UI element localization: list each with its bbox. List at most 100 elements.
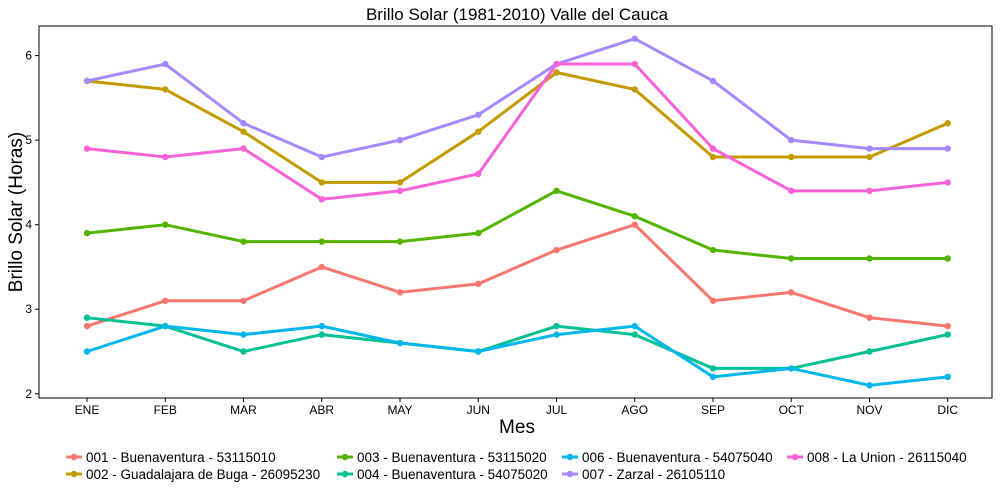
data-point: [709, 297, 717, 304]
data-point: [709, 153, 717, 161]
data-point: [162, 86, 169, 93]
data-point: [162, 60, 169, 68]
y-tick-label: 3: [25, 302, 32, 316]
data-point: [475, 280, 482, 288]
data-point: [475, 170, 482, 178]
data-point: [631, 213, 638, 220]
data-point: [83, 314, 91, 321]
y-axis-title: Brillo Solar (Horas): [6, 132, 27, 292]
legend-key-point: [566, 470, 574, 478]
data-point: [944, 322, 951, 330]
data-point: [475, 348, 482, 355]
data-point: [83, 322, 91, 330]
legend-label: 004 - Buenaventura - 54075020: [357, 467, 548, 482]
data-point: [553, 331, 560, 338]
x-tick-label: MAR: [230, 403, 257, 417]
data-point: [162, 322, 169, 330]
data-point: [944, 179, 951, 186]
x-axis-title: Mes: [499, 417, 535, 438]
data-point: [553, 69, 560, 76]
data-point: [631, 221, 638, 228]
data-point: [631, 35, 638, 42]
data-point: [709, 365, 717, 372]
data-point: [396, 187, 404, 195]
data-point: [396, 289, 404, 296]
data-point: [396, 179, 404, 186]
data-point: [162, 297, 169, 304]
x-tick-label: JUL: [546, 403, 568, 417]
data-point: [788, 255, 795, 262]
data-point: [240, 238, 247, 245]
series-points: [83, 35, 951, 389]
legend: 001 - Buenaventura - 53115010 002 - Guada…: [66, 450, 967, 482]
y-tick-label: 2: [25, 387, 32, 401]
data-point: [162, 221, 169, 228]
legend-key-point: [70, 470, 78, 478]
data-point: [788, 136, 795, 144]
data-point: [788, 289, 795, 296]
legend-item: 001 - Buenaventura - 53115010: [66, 450, 276, 465]
data-point: [318, 263, 325, 271]
data-point: [475, 111, 482, 118]
data-point: [162, 153, 169, 161]
data-point: [631, 60, 638, 68]
data-point: [866, 255, 873, 262]
data-point: [318, 331, 325, 338]
data-point: [631, 331, 638, 338]
legend-item: 008 - La Union - 26115040: [787, 450, 967, 465]
data-point: [396, 339, 404, 347]
legend-item: 007 - Zarzal - 26105110: [562, 467, 725, 482]
data-point: [788, 187, 795, 195]
legend-label: 003 - Buenaventura - 53115020: [357, 450, 547, 465]
x-tick-label: DIC: [937, 403, 958, 417]
legend-item: 004 - Buenaventura - 54075020: [337, 467, 548, 482]
series-line: [85, 316, 950, 370]
data-point: [788, 153, 795, 161]
data-point: [396, 136, 404, 144]
data-point: [318, 238, 325, 245]
y-tick-label: 5: [25, 133, 32, 147]
data-point: [240, 331, 247, 338]
data-point: [396, 238, 404, 245]
data-point: [553, 60, 560, 68]
data-point: [944, 120, 951, 127]
legend-key-point: [341, 470, 349, 478]
legend-key-point: [791, 453, 799, 461]
data-point: [475, 128, 482, 135]
legend-label: 002 - Guadalajara de Buga - 26095230: [86, 467, 320, 482]
data-point: [83, 348, 91, 355]
data-point: [788, 365, 795, 372]
legend-label: 006 - Buenaventura - 54075040: [582, 450, 773, 465]
legend-item: 006 - Buenaventura - 54075040: [562, 450, 773, 465]
series-line: [85, 223, 950, 328]
y-tick-label: 6: [25, 49, 32, 63]
data-point: [866, 145, 873, 152]
data-point: [709, 246, 717, 254]
data-point: [553, 246, 560, 254]
x-tick-label: MAY: [387, 403, 412, 417]
data-point: [83, 77, 91, 85]
data-point: [866, 348, 873, 355]
y-tick-label: 4: [25, 218, 32, 232]
x-tick-label: FEB: [154, 403, 177, 417]
series-line: [85, 62, 950, 201]
legend-label: 007 - Zarzal - 26105110: [582, 467, 725, 482]
data-point: [240, 128, 247, 135]
legend-item: 003 - Buenaventura - 53115020: [337, 450, 547, 465]
data-point: [318, 153, 325, 161]
data-point: [944, 373, 951, 381]
data-point: [866, 153, 873, 161]
data-point: [553, 187, 560, 195]
series-line: [85, 71, 950, 184]
data-point: [83, 229, 91, 237]
series-lines: [85, 37, 950, 387]
data-point: [866, 382, 873, 389]
data-point: [944, 145, 951, 152]
data-point: [553, 322, 560, 330]
legend-label: 008 - La Union - 26115040: [807, 450, 967, 465]
series-line: [85, 189, 950, 260]
legend-label: 001 - Buenaventura - 53115010: [86, 450, 276, 465]
data-point: [631, 86, 638, 93]
x-tick-label: SEP: [701, 403, 725, 417]
